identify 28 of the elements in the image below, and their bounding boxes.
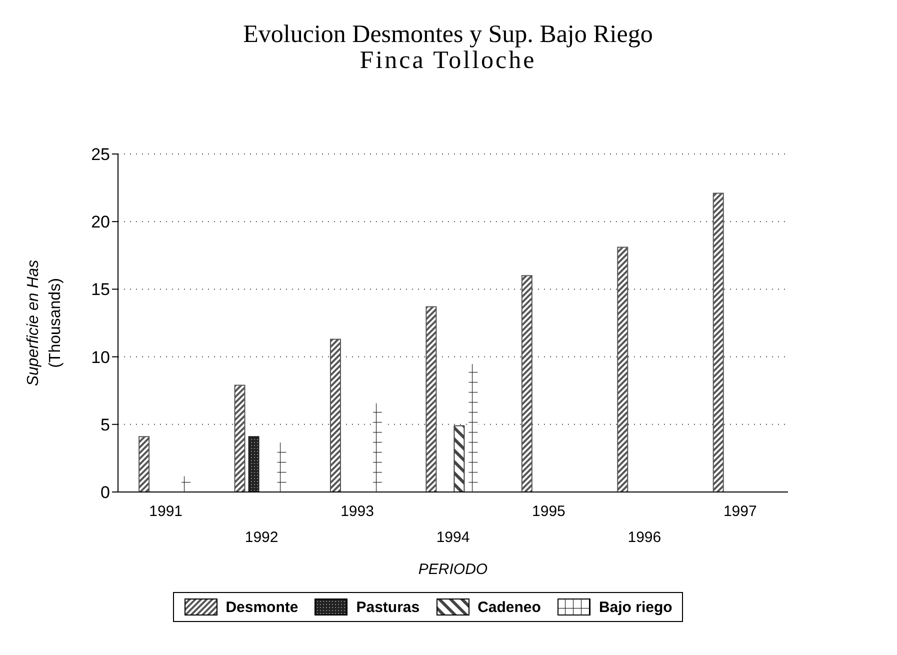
x-tick-label: 1995: [532, 503, 566, 520]
x-tick-label: 1991: [149, 503, 183, 520]
y-tick-label: 0: [100, 483, 110, 502]
legend-label: Pasturas: [356, 598, 420, 616]
chart-subtitle: Finca Tolloche: [358, 47, 538, 74]
bar: [138, 436, 150, 492]
legend-label: Cadeneo: [478, 598, 541, 616]
y-tick-label: 5: [100, 415, 110, 434]
x-tick-label: 1994: [436, 529, 470, 546]
chart-title: Evolucion Desmontes y Sup. Bajo Riego: [242, 21, 654, 48]
bar: [248, 436, 260, 492]
bar: [372, 402, 383, 492]
y-tick-label: 20: [91, 212, 110, 232]
x-tick-label: 1993: [340, 503, 374, 520]
bar: [454, 425, 465, 492]
bar: [468, 363, 479, 492]
y-tick-label: 10: [91, 348, 110, 367]
x-tick-label: 1996: [628, 529, 662, 546]
y-axis-title: Superficie en Has (Thousands): [25, 260, 64, 386]
legend-label: Desmonte: [226, 598, 298, 616]
x-tick-label: 1997: [723, 503, 757, 520]
x-axis-title: PERIODO: [418, 561, 488, 578]
legend-label: Bajo riego: [598, 598, 672, 616]
bar: [180, 475, 192, 492]
y-tick-label: 15: [91, 280, 110, 300]
bar: [276, 441, 288, 492]
x-tick-label: 1992: [244, 529, 278, 546]
y-tick-label: 25: [91, 145, 110, 164]
